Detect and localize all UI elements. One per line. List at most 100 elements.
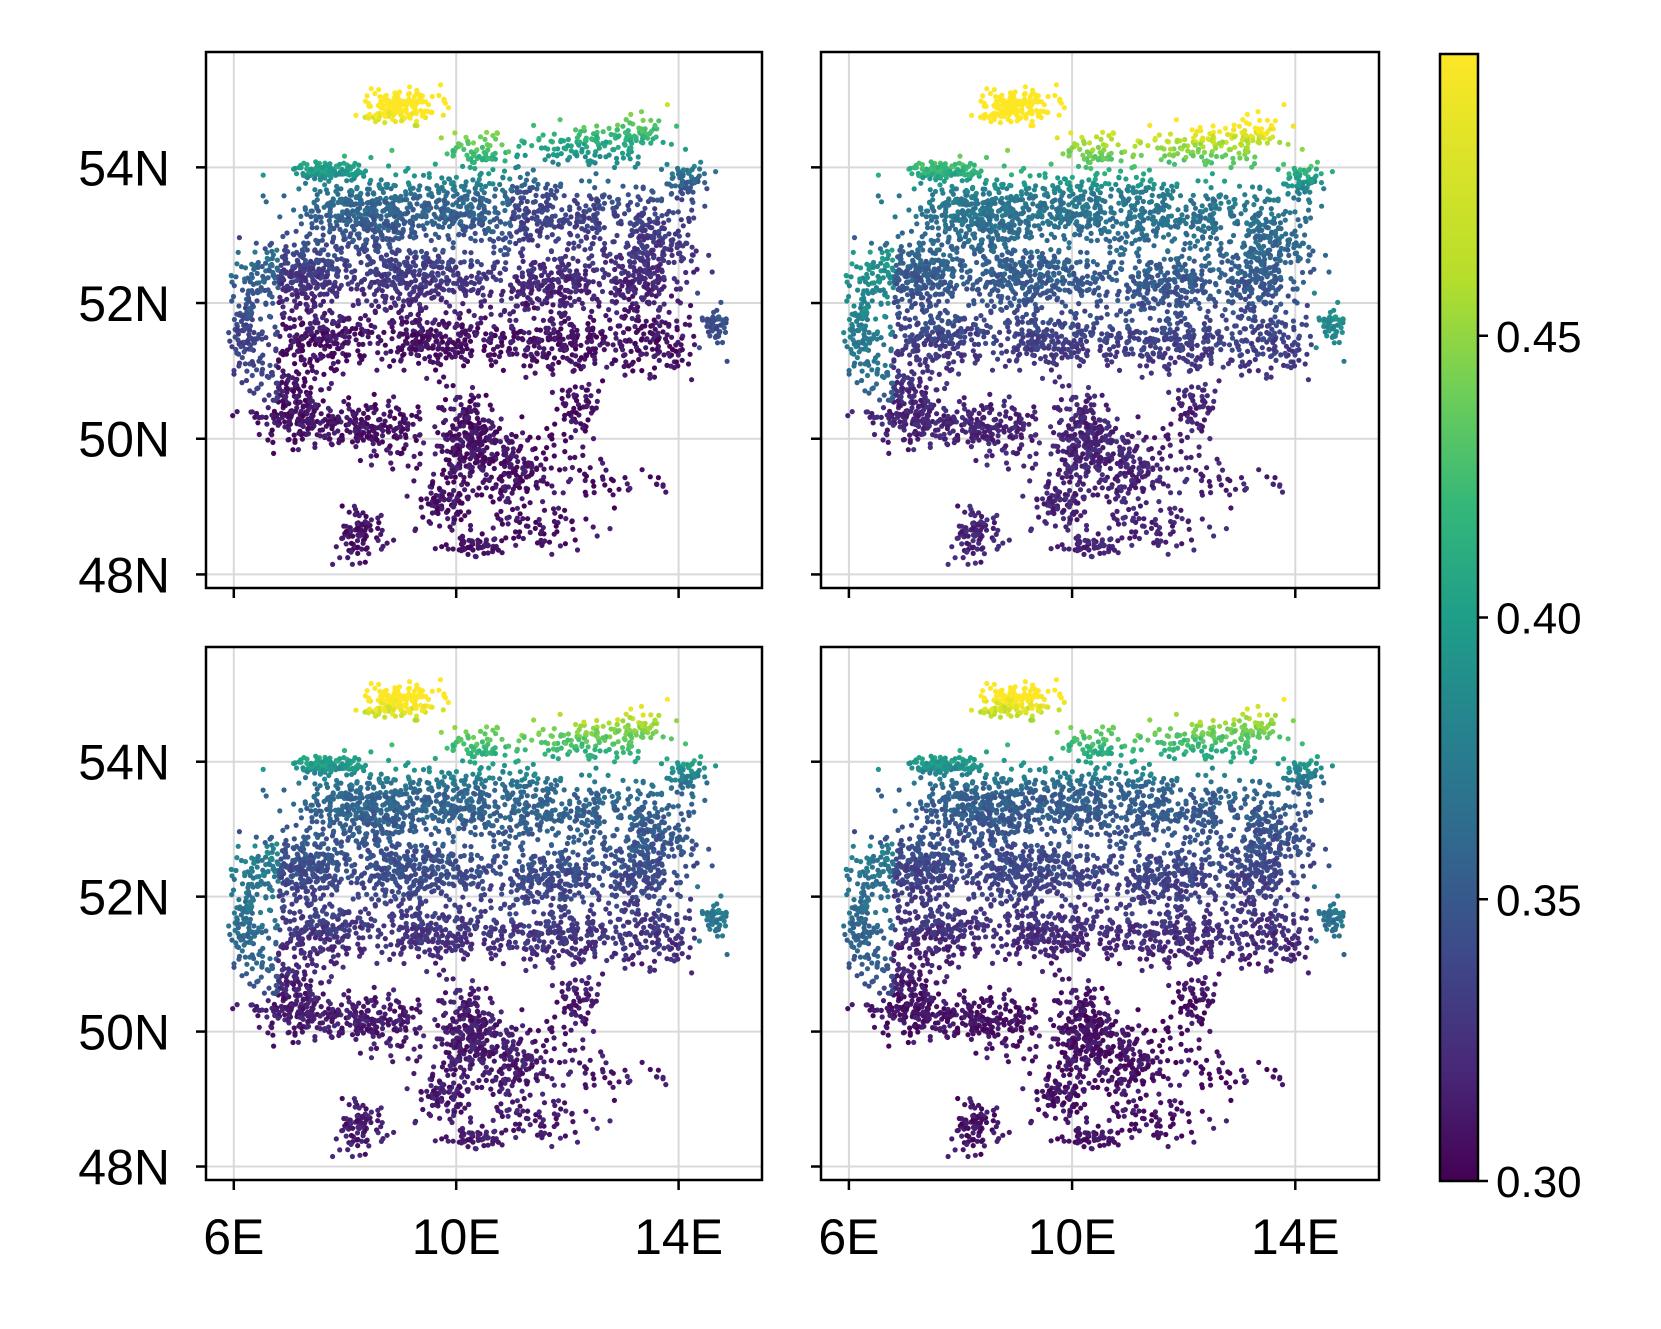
station-point: [415, 404, 421, 410]
station-point: [425, 334, 431, 340]
station-point: [378, 177, 384, 183]
station-point: [461, 146, 467, 152]
station-point: [475, 402, 481, 408]
station-point: [574, 223, 580, 229]
station-point: [582, 271, 589, 277]
station-point: [445, 516, 451, 522]
station-point: [571, 245, 577, 251]
station-point: [659, 196, 665, 202]
station-point: [523, 523, 530, 529]
station-point: [510, 196, 516, 202]
station-point: [642, 134, 648, 140]
station-point: [460, 301, 466, 307]
station-point: [267, 362, 273, 368]
station-point: [365, 115, 372, 121]
station-point: [435, 272, 441, 278]
station-point: [531, 343, 537, 349]
station-point: [551, 442, 557, 448]
station-point: [485, 338, 491, 344]
station-point: [578, 128, 584, 135]
station-point: [435, 346, 441, 352]
station-point: [517, 511, 523, 517]
station-point: [376, 87, 382, 93]
station-point: [471, 153, 477, 159]
station-point: [589, 159, 596, 165]
station-point: [666, 309, 672, 315]
station-point: [550, 330, 557, 336]
station-point: [439, 259, 445, 265]
station-point: [304, 166, 310, 172]
station-point: [446, 224, 453, 230]
station-point: [259, 360, 266, 366]
station-point: [678, 217, 684, 223]
station-point: [596, 388, 602, 394]
station-point: [325, 252, 331, 258]
station-point: [492, 186, 499, 192]
station-point: [549, 389, 556, 395]
station-point: [691, 342, 698, 348]
station-point: [321, 281, 327, 287]
station-point: [278, 262, 284, 268]
station-point: [378, 216, 384, 222]
station-point: [460, 545, 466, 551]
station-point: [565, 136, 572, 143]
station-point: [598, 456, 604, 462]
station-point: [558, 137, 564, 143]
station-point: [583, 135, 589, 141]
station-point: [718, 299, 724, 305]
station-point: [553, 523, 559, 529]
station-point: [600, 129, 606, 135]
station-point: [582, 263, 588, 269]
station-point: [314, 284, 320, 290]
station-point: [494, 223, 500, 229]
station-point: [444, 151, 450, 157]
station-point: [550, 159, 556, 165]
station-point: [381, 329, 387, 335]
station-point: [532, 525, 538, 532]
station-point: [343, 274, 350, 280]
station-point: [579, 226, 585, 232]
station-point: [441, 180, 447, 186]
station-point: [559, 207, 565, 213]
station-point: [544, 234, 550, 240]
station-point: [443, 436, 449, 442]
station-point: [511, 329, 517, 335]
station-point: [314, 329, 320, 335]
station-point: [567, 154, 573, 160]
station-point: [275, 267, 281, 273]
station-point: [697, 166, 703, 172]
station-point: [668, 191, 674, 197]
station-point: [694, 266, 700, 272]
station-point: [513, 542, 519, 548]
station-point: [678, 342, 684, 348]
station-point: [556, 223, 562, 229]
station-point: [561, 295, 567, 301]
station-point: [460, 163, 466, 169]
station-point: [433, 199, 439, 205]
station-point: [480, 460, 486, 466]
station-point: [295, 447, 301, 453]
station-point: [497, 439, 503, 445]
station-point: [366, 317, 372, 323]
station-point: [549, 232, 555, 238]
station-point: [490, 525, 496, 531]
station-point: [344, 427, 350, 434]
station-point: [622, 475, 628, 481]
station-point: [437, 352, 443, 358]
station-point: [611, 164, 618, 171]
station-point: [633, 329, 640, 335]
station-point: [498, 247, 504, 253]
station-point: [501, 266, 507, 272]
station-point: [579, 384, 585, 390]
station-point: [591, 202, 597, 208]
station-point: [354, 544, 360, 551]
station-point: [483, 537, 489, 543]
station-point: [485, 542, 491, 549]
station-point: [510, 209, 517, 215]
station-point: [391, 434, 397, 440]
station-point: [343, 529, 349, 535]
station-point: [549, 316, 556, 322]
station-point: [441, 287, 447, 293]
station-point: [309, 274, 315, 280]
station-point: [437, 265, 443, 271]
